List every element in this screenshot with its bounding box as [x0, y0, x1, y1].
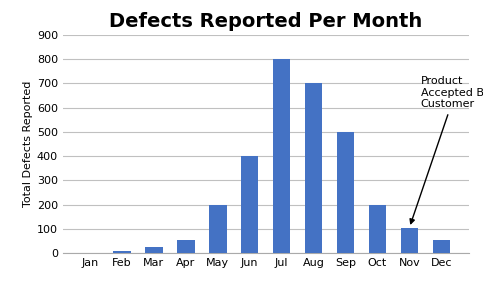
Bar	[369, 205, 386, 253]
Y-axis label: Total Defects Reported: Total Defects Reported	[23, 81, 33, 207]
Bar	[432, 240, 450, 253]
Bar	[305, 84, 322, 253]
Bar	[337, 132, 354, 253]
Bar	[145, 247, 163, 253]
Bar	[273, 59, 290, 253]
Bar	[209, 205, 227, 253]
Bar	[113, 251, 131, 253]
Bar	[241, 156, 258, 253]
Text: Product
Accepted By
Customer: Product Accepted By Customer	[410, 76, 483, 223]
Bar	[400, 228, 418, 253]
Title: Defects Reported Per Month: Defects Reported Per Month	[109, 12, 422, 31]
Bar	[177, 240, 195, 253]
